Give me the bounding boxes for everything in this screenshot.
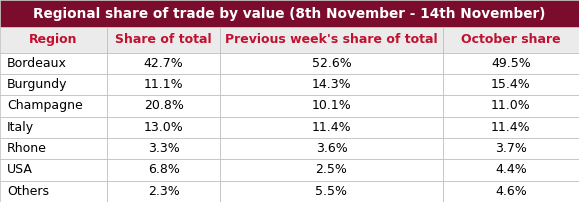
Text: 49.5%: 49.5% xyxy=(491,57,531,70)
Text: Bordeaux: Bordeaux xyxy=(7,57,67,70)
Bar xyxy=(107,181,220,202)
Text: October share: October share xyxy=(461,33,561,46)
Bar xyxy=(107,159,220,181)
Bar xyxy=(220,74,443,95)
Text: 14.3%: 14.3% xyxy=(312,78,351,91)
Text: Previous week's share of total: Previous week's share of total xyxy=(225,33,438,46)
Text: 13.0%: 13.0% xyxy=(144,121,184,134)
Text: Rhone: Rhone xyxy=(7,142,47,155)
Bar xyxy=(220,95,443,117)
Text: 5.5%: 5.5% xyxy=(316,185,347,198)
Bar xyxy=(0,53,107,74)
Bar xyxy=(443,74,579,95)
Text: Italy: Italy xyxy=(7,121,34,134)
Bar xyxy=(443,95,579,117)
Text: Burgundy: Burgundy xyxy=(7,78,67,91)
Bar xyxy=(443,159,579,181)
Text: 4.4%: 4.4% xyxy=(495,163,527,177)
Bar xyxy=(0,74,107,95)
Text: Champagne: Champagne xyxy=(7,99,83,112)
Bar xyxy=(0,138,107,159)
Text: 11.0%: 11.0% xyxy=(491,99,531,112)
Bar xyxy=(107,117,220,138)
Text: Region: Region xyxy=(30,33,78,46)
Bar xyxy=(0,181,107,202)
Bar xyxy=(107,27,220,53)
Bar xyxy=(443,138,579,159)
Text: 11.4%: 11.4% xyxy=(312,121,351,134)
Text: 2.3%: 2.3% xyxy=(148,185,179,198)
Text: 11.4%: 11.4% xyxy=(491,121,531,134)
Text: 3.3%: 3.3% xyxy=(148,142,179,155)
Bar xyxy=(107,138,220,159)
Text: 6.8%: 6.8% xyxy=(148,163,179,177)
Text: Regional share of trade by value (8th November - 14th November): Regional share of trade by value (8th No… xyxy=(34,7,545,21)
Text: 15.4%: 15.4% xyxy=(491,78,531,91)
Bar xyxy=(0,0,579,27)
Bar xyxy=(107,95,220,117)
Text: 52.6%: 52.6% xyxy=(312,57,351,70)
Bar xyxy=(443,117,579,138)
Text: 11.1%: 11.1% xyxy=(144,78,184,91)
Text: Share of total: Share of total xyxy=(115,33,212,46)
Bar xyxy=(0,27,107,53)
Text: 4.6%: 4.6% xyxy=(495,185,527,198)
Bar xyxy=(107,53,220,74)
Bar xyxy=(220,27,443,53)
Bar xyxy=(220,181,443,202)
Bar xyxy=(0,117,107,138)
Bar xyxy=(220,53,443,74)
Bar xyxy=(443,181,579,202)
Bar xyxy=(107,74,220,95)
Text: 3.6%: 3.6% xyxy=(316,142,347,155)
Bar xyxy=(220,159,443,181)
Bar xyxy=(0,159,107,181)
Text: 10.1%: 10.1% xyxy=(312,99,351,112)
Bar xyxy=(220,138,443,159)
Text: 3.7%: 3.7% xyxy=(495,142,527,155)
Bar xyxy=(443,53,579,74)
Bar xyxy=(443,27,579,53)
Text: 20.8%: 20.8% xyxy=(144,99,184,112)
Text: USA: USA xyxy=(7,163,33,177)
Text: Others: Others xyxy=(7,185,49,198)
Bar xyxy=(0,95,107,117)
Text: 42.7%: 42.7% xyxy=(144,57,184,70)
Text: 2.5%: 2.5% xyxy=(316,163,347,177)
Bar xyxy=(220,117,443,138)
